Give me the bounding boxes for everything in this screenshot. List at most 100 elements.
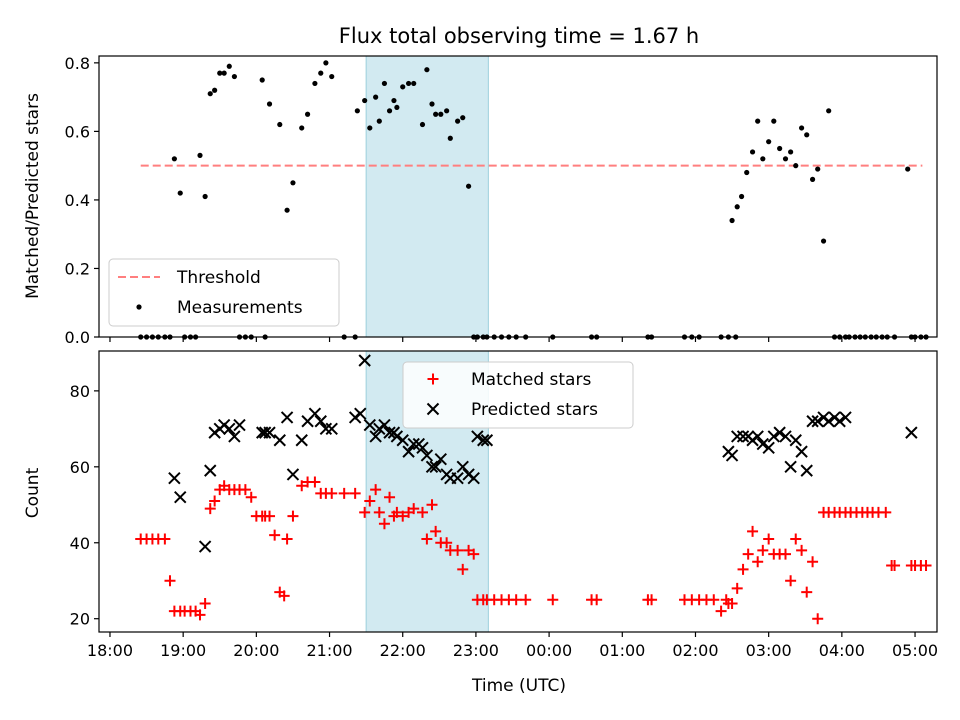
top-measurements-point: [394, 104, 400, 111]
bottom-matched-stars-point: [164, 575, 176, 587]
bottom-matched-stars-point: [812, 613, 824, 625]
bottom-predicted-stars-point: [416, 441, 429, 455]
bottom-predicted-stars-point: [174, 490, 187, 504]
bottom-matched-stars-point: [338, 487, 350, 499]
x-tick-label: 01:00: [599, 641, 645, 660]
top-measurements-point: [212, 87, 218, 93]
top-measurements-point: [793, 163, 799, 169]
bottom-matched-stars-point: [726, 598, 738, 610]
bottom-predicted-stars-point: [358, 354, 371, 367]
bottom-predicted-stars-point: [258, 426, 272, 439]
bottom-matched-stars-point: [757, 544, 769, 556]
bottom-predicted-stars-point: [811, 415, 824, 428]
top-measurements-point: [221, 70, 227, 76]
top-y-tick-label: 0.0: [65, 328, 90, 347]
legend-measurements-label: Measurements: [177, 298, 303, 318]
top-measurements-point: [744, 169, 750, 176]
top-measurements-point: [329, 73, 335, 80]
bottom-y-tick-label: 40: [70, 534, 90, 553]
bottom-matched-stars-point: [194, 609, 206, 621]
bottom-predicted-stars-point: [286, 468, 300, 481]
top-measurements-point: [766, 139, 772, 145]
top-measurements-point: [354, 108, 360, 114]
x-tick-label: 00:00: [526, 641, 572, 660]
bottom-predicted-stars-point: [784, 460, 797, 474]
bottom-predicted-stars-point: [273, 434, 286, 447]
top-measurements-point: [304, 111, 311, 117]
bottom-matched-stars-point: [359, 506, 371, 518]
bottom-matched-stars-point: [780, 548, 792, 560]
x-tick-label: 19:00: [160, 641, 206, 660]
bottom-matched-stars-point: [397, 510, 409, 522]
top-measurements-point: [217, 70, 223, 76]
bottom-y-tick-label: 80: [70, 382, 90, 401]
bottom-matched-stars-point: [920, 560, 932, 572]
top-axes-frame: [98, 55, 938, 338]
top-measurements-point: [826, 108, 832, 114]
top-measurements-point: [804, 132, 810, 138]
bottom-predicted-stars-point: [736, 430, 750, 443]
bottom-matched-stars-point: [287, 510, 299, 522]
bottom-matched-stars-point: [309, 476, 321, 488]
top-y-tick-label: 0.4: [65, 191, 90, 210]
bottom-matched-stars-point: [349, 487, 361, 499]
top-measurements-point: [820, 238, 827, 244]
bottom-y-tick-label: 60: [70, 458, 90, 477]
bottom-predicted-stars-point: [280, 411, 294, 424]
bottom-matched-stars-point: [209, 495, 221, 507]
x-tick-label: 18:00: [87, 641, 133, 660]
top-measurements-point: [197, 152, 203, 158]
bottom-predicted-stars-point: [806, 415, 819, 428]
top-measurements-point: [424, 67, 430, 73]
bottom-predicted-stars-point: [451, 472, 464, 485]
bottom-predicted-stars-point: [369, 430, 382, 443]
bottom-matched-stars-point: [737, 563, 749, 575]
bottom-matched-stars-point: [468, 548, 480, 560]
bottom-matched-stars-point: [239, 484, 251, 496]
bottom-panel-counts: 20 40 60 80 18:00 19:00 20:00 21:00 22:00 23:00 00…: [70, 350, 938, 660]
top-y-tick-label: 0.2: [65, 259, 90, 278]
bottom-predicted-stars-point: [325, 422, 338, 436]
top-measurements-point: [177, 190, 183, 196]
top-measurements-point: [760, 156, 766, 162]
top-measurements-point: [788, 149, 794, 155]
legend-matched-label: Matched stars: [471, 370, 591, 390]
top-measurements-point: [381, 80, 388, 87]
top-y-tick-label: 0.6: [65, 122, 90, 141]
bottom-predicted-stars-point: [762, 441, 775, 455]
top-measurements-point: [386, 108, 393, 114]
bottom-y-tick-label: 20: [70, 610, 90, 629]
bottom-matched-stars-point: [708, 594, 720, 606]
bottom-predicted-stars-point: [839, 411, 852, 424]
bottom-matched-stars-point: [591, 594, 603, 606]
x-tick-label: 03:00: [746, 641, 792, 660]
bottom-predicted-stars-point: [789, 434, 802, 447]
legend-matched-swatch: [427, 373, 439, 385]
x-tick-label: 02:00: [672, 641, 718, 660]
top-measurements-point: [290, 180, 296, 186]
bottom-matched-stars-point: [204, 503, 216, 515]
x-tick-label: 20:00: [233, 641, 279, 660]
bottom-matched-stars-point: [742, 548, 754, 560]
top-measurements-point: [231, 73, 237, 80]
top-measurements-point: [362, 97, 368, 104]
bottom-matched-stars-point: [296, 480, 308, 492]
top-measurements-point: [799, 125, 805, 131]
bottom-predicted-stars-point: [773, 426, 786, 439]
top-measurements-point: [444, 108, 450, 114]
bottom-predicted-stars-point: [833, 415, 846, 428]
bottom-matched-stars-point: [752, 556, 764, 568]
top-measurements-point: [277, 121, 283, 128]
bottom-predicted-stars-point: [314, 415, 327, 428]
bottom-predicted-stars-point: [319, 422, 333, 436]
top-y-axis-label: Matched/Predicted stars: [23, 93, 43, 299]
top-measurements-point: [419, 121, 426, 128]
bottom-predicted-stars-point: [295, 434, 308, 447]
bottom-matched-stars-point: [646, 594, 658, 606]
legend-measurements-swatch: [136, 304, 142, 310]
x-tick-label: 23:00: [453, 641, 499, 660]
bottom-matched-stars-point: [731, 582, 743, 594]
legend-predicted-label: Predicted stars: [471, 400, 598, 420]
bottom-predicted-stars-point: [730, 430, 744, 443]
